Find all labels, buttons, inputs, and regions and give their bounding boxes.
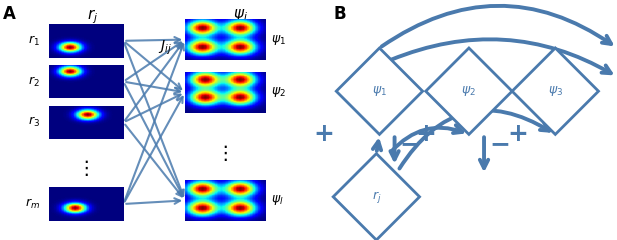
Text: $\psi_l$: $\psi_l$ xyxy=(271,193,284,207)
Text: $\psi_1$: $\psi_1$ xyxy=(271,33,286,47)
Text: +: + xyxy=(313,122,334,146)
Polygon shape xyxy=(336,48,423,134)
Text: −: − xyxy=(400,132,421,156)
Text: $\psi_3$: $\psi_3$ xyxy=(548,84,563,98)
Text: $r_3$: $r_3$ xyxy=(28,115,40,129)
Text: −: − xyxy=(489,132,510,156)
Text: $J_{ij}$: $J_{ij}$ xyxy=(158,38,172,57)
Text: ⋮: ⋮ xyxy=(215,144,235,163)
Text: $r_m$: $r_m$ xyxy=(25,197,40,211)
Text: $\psi_1$: $\psi_1$ xyxy=(372,84,387,98)
Text: ⋮: ⋮ xyxy=(77,158,96,178)
Text: $\psi_2$: $\psi_2$ xyxy=(271,85,286,99)
Text: $r_1$: $r_1$ xyxy=(28,34,40,48)
Text: $r_j$: $r_j$ xyxy=(87,7,98,26)
Text: B: B xyxy=(333,5,346,23)
Polygon shape xyxy=(512,48,598,134)
Text: A: A xyxy=(3,5,16,23)
Text: $\psi_2$: $\psi_2$ xyxy=(462,84,476,98)
Text: $r_j$: $r_j$ xyxy=(371,189,381,205)
Text: +: + xyxy=(508,122,529,146)
Text: +: + xyxy=(415,122,436,146)
Text: $r_2$: $r_2$ xyxy=(28,75,40,89)
Polygon shape xyxy=(333,154,420,240)
Polygon shape xyxy=(426,48,512,134)
Text: $\psi_i$: $\psi_i$ xyxy=(233,7,248,23)
